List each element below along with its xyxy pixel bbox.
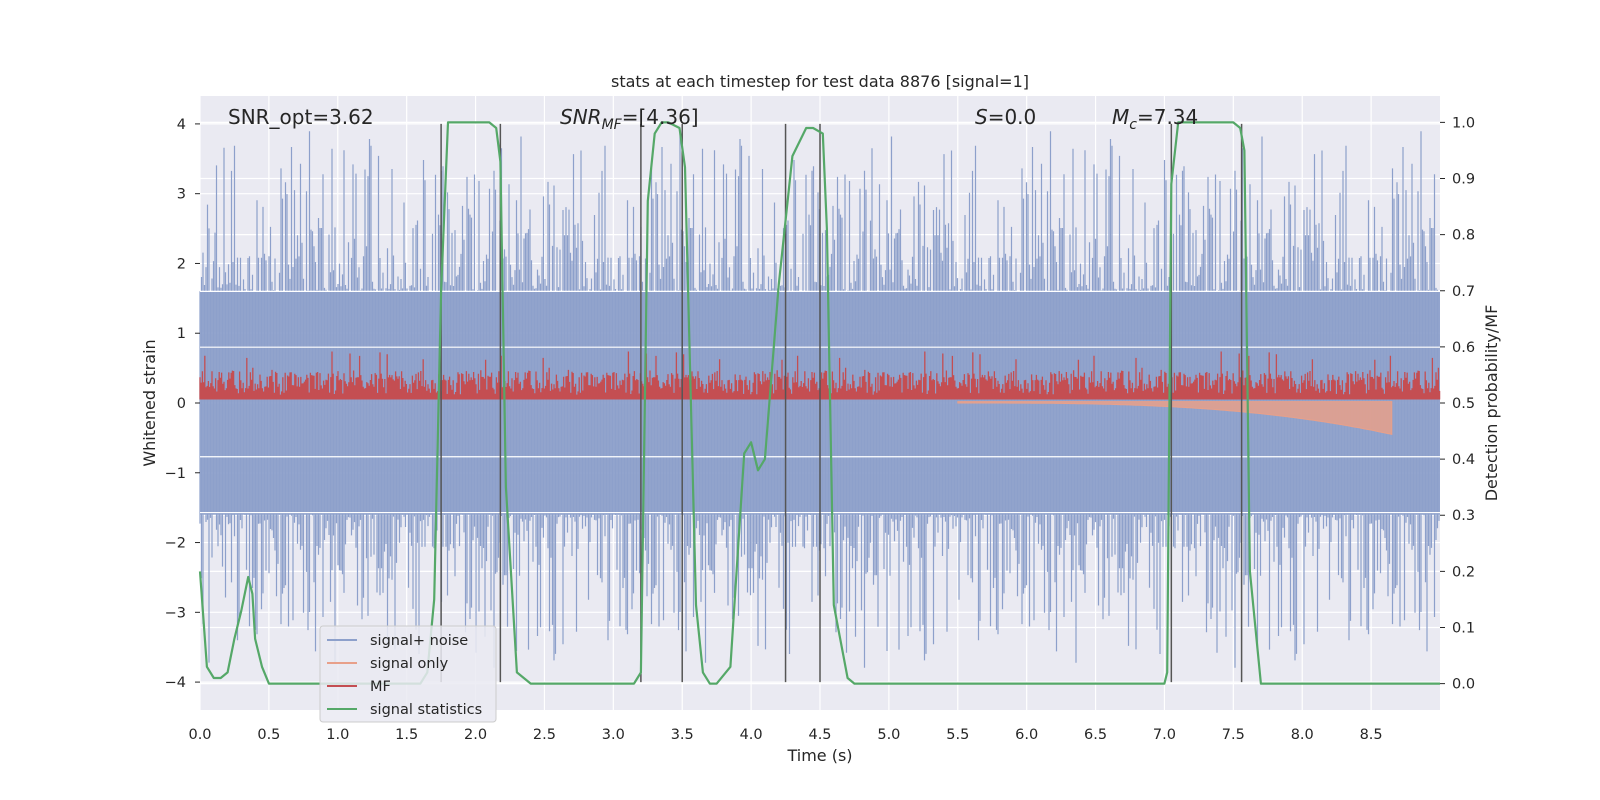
x-tick-label-15: 7.5 [1222, 727, 1245, 743]
annotation-mc-prefix: M [1112, 105, 1129, 129]
x-tick-label-13: 6.5 [1084, 727, 1107, 743]
x-tick-label-2: 1.0 [326, 727, 349, 743]
x-tick-label-7: 3.5 [671, 727, 694, 743]
signal-only-chirp [957, 401, 1393, 436]
x-tick-label-4: 2.0 [464, 727, 487, 743]
y-axis-left-ticks: −4 −3 −2 −1 0 1 2 3 4 [165, 117, 200, 691]
x-tick-label-1: 0.5 [257, 727, 280, 743]
y-tick-label-3: −1 [165, 466, 186, 482]
y-tick-label-8: 4 [177, 117, 186, 133]
y2-tick-label-10: 1.0 [1452, 115, 1475, 131]
y-tick-label-5: 1 [177, 326, 186, 342]
annotation-snr-mf-value: =[4.36] [622, 105, 699, 129]
signal-only-series [957, 401, 1393, 436]
annotation-snr-mf-sub: MF [602, 117, 623, 133]
x-tick-label-10: 5.0 [877, 727, 900, 743]
x-tick-label-14: 7.0 [1153, 727, 1176, 743]
y2-tick-label-0: 0.0 [1452, 677, 1475, 693]
annotation-snr-mf: SNRMF=[4.36] [560, 105, 699, 133]
y2-tick-label-2: 0.2 [1452, 564, 1475, 580]
signal-statistics-line [198, 121, 1440, 685]
x-tick-label-3: 1.5 [395, 727, 418, 743]
x-tick-label-9: 4.5 [808, 727, 831, 743]
annotation-snr-opt: SNR_opt=3.62 [228, 105, 374, 129]
legend-label-mf: MF [370, 679, 391, 695]
y-tick-label-0: −4 [165, 675, 186, 691]
y2-tick-label-6: 0.6 [1452, 340, 1475, 356]
y2-tick-label-3: 0.3 [1452, 508, 1475, 524]
y2-tick-label-1: 0.1 [1452, 620, 1475, 636]
x-axis-label: Time (s) [786, 746, 852, 765]
y2-tick-label-5: 0.5 [1452, 396, 1475, 412]
y-axis-right-ticks: 0.0 0.1 0.2 0.3 0.4 0.5 0.6 0.7 0.8 0.9 1.0 [1440, 115, 1475, 693]
y-axis-right-label: Detection probability/MF [1482, 305, 1501, 502]
x-tick-label-17: 8.5 [1360, 727, 1383, 743]
annotation-snr-mf-prefix: SNR [560, 105, 602, 129]
y2-tick-label-9: 0.9 [1452, 172, 1475, 188]
x-tick-label-12: 6.0 [1015, 727, 1038, 743]
y-tick-label-4: 0 [177, 396, 186, 412]
y-tick-label-2: −2 [165, 536, 186, 552]
mf-trace [199, 351, 1441, 400]
annotation-mc-sub: c [1129, 117, 1137, 133]
legend-label-signal-statistics: signal statistics [370, 702, 482, 718]
annotation-s-prefix: S [975, 105, 988, 129]
y-axis-left-label: Whitened strain [140, 339, 159, 466]
x-tick-label-5: 2.5 [533, 727, 556, 743]
y-tick-label-6: 2 [177, 256, 186, 272]
x-tick-label-8: 4.0 [740, 727, 763, 743]
mf-series [199, 351, 1441, 400]
y2-tick-label-8: 0.8 [1452, 228, 1475, 244]
legend-label-signal-only: signal only [370, 656, 449, 672]
annotation-mc-value: =7.34 [1137, 105, 1198, 129]
y-tick-label-1: −3 [165, 605, 186, 621]
chart-title: stats at each timestep for test data 887… [611, 72, 1029, 91]
x-tick-label-16: 8.0 [1291, 727, 1314, 743]
x-axis-ticks: 0.0 0.5 1.0 1.5 2.0 2.5 3.0 3.5 4.0 4.5 5.0 5.5 6.0 6… [188, 727, 1382, 743]
annotation-mc: Mc=7.34 [1112, 105, 1198, 133]
annotation-s: S=0.0 [975, 105, 1036, 129]
y-tick-label-7: 3 [177, 187, 186, 203]
legend-label-signal-noise: signal+ noise [370, 633, 468, 649]
y2-tick-label-4: 0.4 [1452, 452, 1475, 468]
x-tick-label-11: 5.5 [946, 727, 969, 743]
signal-statistics-series [198, 121, 1440, 685]
annotation-s-value: =0.0 [988, 105, 1037, 129]
legend: signal+ noise signal only MF signal stat… [319, 625, 497, 723]
legend-box [319, 625, 497, 723]
y2-tick-label-7: 0.7 [1452, 284, 1475, 300]
x-tick-label-0: 0.0 [188, 727, 211, 743]
x-tick-label-6: 3.0 [602, 727, 625, 743]
